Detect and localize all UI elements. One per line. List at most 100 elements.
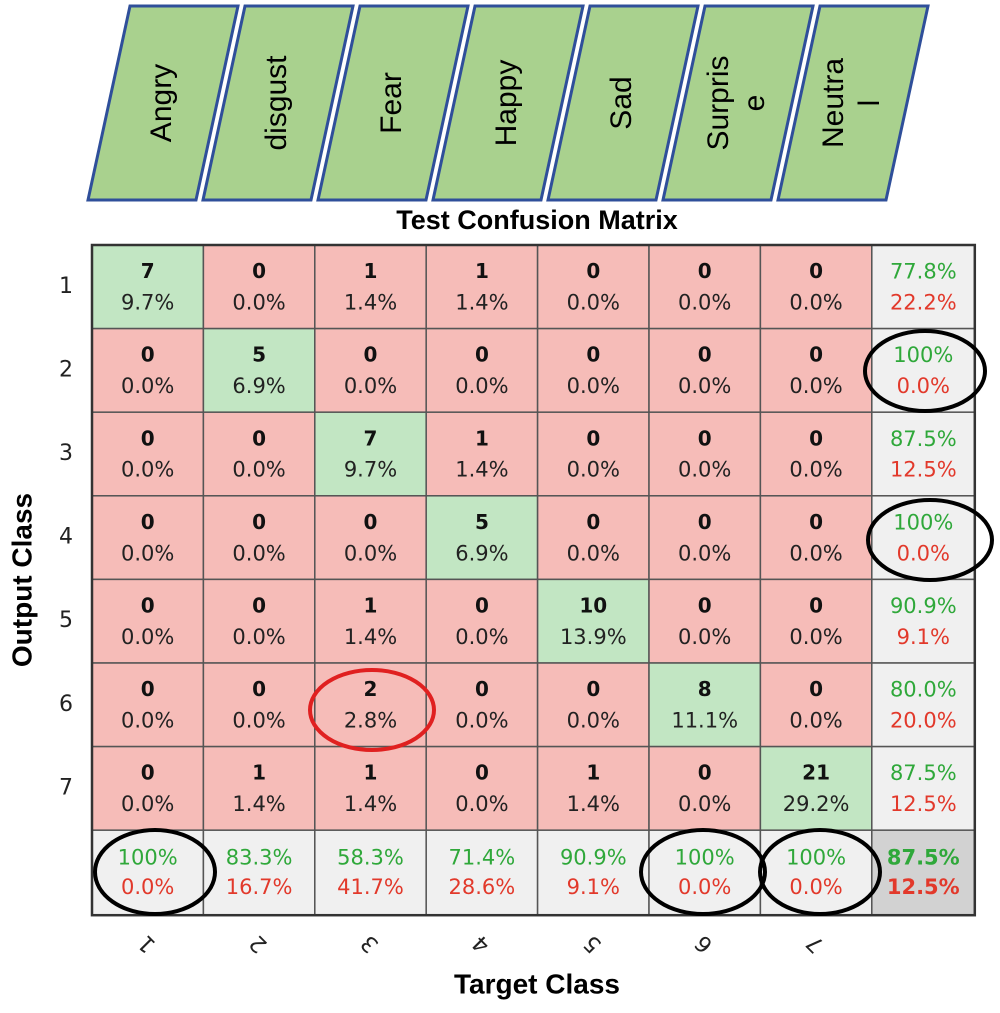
cell-percent: 0.0% <box>455 709 508 733</box>
cell-count: 0 <box>141 677 155 701</box>
cell <box>425 495 539 581</box>
cell-count: 5 <box>475 510 489 534</box>
cell-count: 1 <box>586 761 600 785</box>
cell <box>91 244 205 330</box>
cell <box>759 495 873 581</box>
row-error: 0.0% <box>897 541 950 565</box>
cell-count: 0 <box>364 343 378 367</box>
cell-count: 0 <box>586 510 600 534</box>
class-name-box <box>316 4 470 202</box>
cell <box>871 829 976 916</box>
row-precision: 90.9% <box>890 594 957 618</box>
x-tick-label: 2 <box>245 930 273 958</box>
cell-percent: 0.0% <box>789 709 842 733</box>
overall-error: 12.5% <box>887 875 960 899</box>
cell-count: 21 <box>802 761 830 785</box>
row-error: 22.2% <box>890 291 957 315</box>
cell-percent: 0.0% <box>121 625 174 649</box>
cell <box>648 327 762 413</box>
cell <box>314 244 427 330</box>
cell-percent: 29.2% <box>783 792 850 816</box>
cell-percent: 13.9% <box>560 625 627 649</box>
overall-accuracy: 87.5% <box>887 845 960 869</box>
cell <box>91 495 205 581</box>
cell-percent: 0.0% <box>121 709 174 733</box>
class-name: Happy <box>490 60 523 147</box>
cell <box>425 244 539 330</box>
cell-count: 0 <box>364 510 378 534</box>
cell-percent: 2.8% <box>344 709 397 733</box>
highlight-circle <box>863 329 987 413</box>
column-error: 0.0% <box>789 875 842 899</box>
cell <box>536 829 650 916</box>
cell-count: 0 <box>141 343 155 367</box>
cell-percent: 0.0% <box>789 625 842 649</box>
y-axis-label: Output Class <box>6 493 37 667</box>
cell-percent: 1.4% <box>455 291 508 315</box>
cell-count: 2 <box>364 677 378 701</box>
cell-count: 0 <box>475 761 489 785</box>
class-name-box <box>776 4 930 202</box>
cell <box>202 829 316 916</box>
cell <box>425 745 539 831</box>
cell <box>91 662 205 748</box>
cell-percent: 11.1% <box>671 709 738 733</box>
row-precision: 100% <box>893 343 953 367</box>
cell-percent: 0.0% <box>678 792 731 816</box>
cell <box>871 745 976 831</box>
cell <box>648 662 762 748</box>
cell-percent: 0.0% <box>567 374 620 398</box>
cell <box>91 411 205 497</box>
y-tick-label: 5 <box>59 608 73 633</box>
cell-count: 0 <box>809 343 823 367</box>
cell <box>202 745 316 831</box>
cell-count: 7 <box>364 426 378 450</box>
cell <box>648 745 762 831</box>
x-tick-label: 5 <box>579 930 607 958</box>
column-error: 0.0% <box>121 875 174 899</box>
cell <box>202 327 316 413</box>
cell-percent: 0.0% <box>344 374 397 398</box>
cell <box>536 662 650 748</box>
cell-percent: 1.4% <box>344 291 397 315</box>
cell <box>91 745 205 831</box>
cell-count: 0 <box>698 761 712 785</box>
cell-count: 0 <box>141 761 155 785</box>
cell-percent: 0.0% <box>567 291 620 315</box>
cell <box>536 495 650 581</box>
cell-percent: 0.0% <box>232 458 285 482</box>
cell-count: 0 <box>141 593 155 617</box>
class-name: Neutra l <box>817 58 886 148</box>
column-recall: 100% <box>675 845 735 869</box>
cell <box>759 327 873 413</box>
cell <box>648 411 762 497</box>
class-name-line: l <box>853 100 886 107</box>
cell-count: 0 <box>586 426 600 450</box>
cell <box>425 327 539 413</box>
class-name: Sad <box>605 76 638 129</box>
column-recall: 71.4% <box>449 845 516 869</box>
cell-count: 0 <box>809 677 823 701</box>
class-name-box <box>201 4 355 202</box>
cell-count: 0 <box>252 259 266 283</box>
cell <box>648 495 762 581</box>
cell-percent: 0.0% <box>789 458 842 482</box>
cell-count: 5 <box>252 343 266 367</box>
row-error: 12.5% <box>890 792 957 816</box>
y-tick-label: 1 <box>59 274 73 299</box>
cell-percent: 1.4% <box>567 792 620 816</box>
highlight-circle <box>308 668 436 752</box>
cell <box>871 327 976 413</box>
cell-percent: 9.7% <box>344 458 397 482</box>
column-recall: 100% <box>118 845 178 869</box>
cell-count: 0 <box>252 510 266 534</box>
cell-percent: 0.0% <box>232 541 285 565</box>
row-error: 12.5% <box>890 458 957 482</box>
cell-count: 0 <box>698 343 712 367</box>
cell-percent: 0.0% <box>121 374 174 398</box>
cell <box>871 244 976 330</box>
column-recall: 100% <box>786 845 846 869</box>
highlight-circle <box>866 498 994 582</box>
row-error: 20.0% <box>890 709 957 733</box>
cell <box>314 662 427 748</box>
